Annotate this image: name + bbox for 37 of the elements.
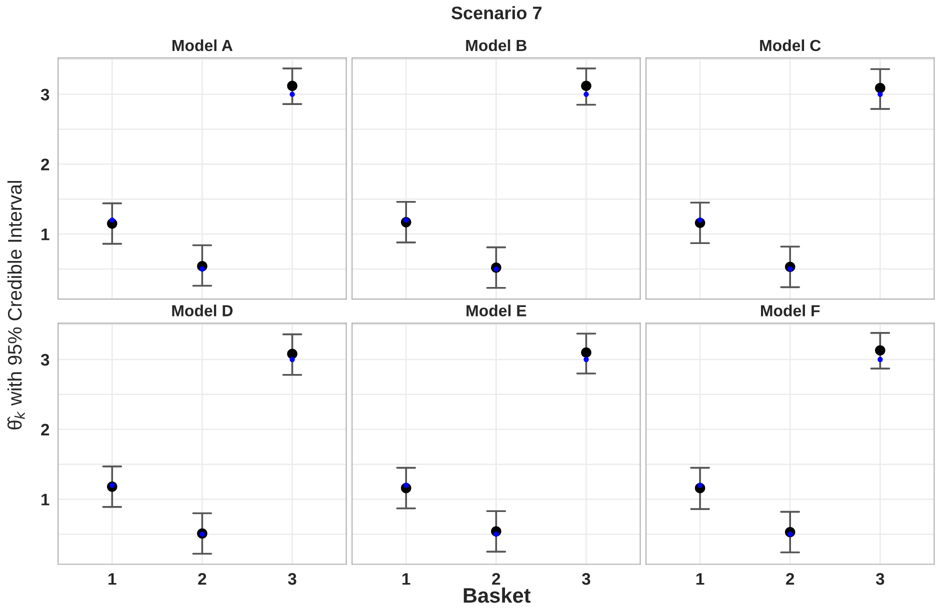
- y-tick-label: 2: [41, 158, 50, 170]
- x-tick-label: 3: [288, 573, 296, 585]
- chart-title: Model E: [466, 304, 526, 316]
- x-tick-label: 2: [492, 573, 500, 585]
- x-tick-label: 3: [582, 573, 590, 585]
- y-tick-label: 3: [40, 88, 50, 101]
- chart-title: Model A: [172, 39, 233, 52]
- point: [875, 82, 886, 94]
- x-tick-label: 2: [786, 573, 794, 585]
- text: Scenario 7: [451, 6, 542, 20]
- y-axis-title: θ̂$_{k}$ with 95% Credible Interval: [7, 181, 25, 430]
- point: [875, 345, 886, 356]
- chart-title: Model B: [466, 39, 526, 52]
- point: [878, 92, 883, 97]
- x-tick-label: 3: [876, 573, 884, 585]
- x-tick-label: 1: [696, 573, 704, 585]
- chart-title: Model F: [761, 304, 820, 316]
- y-tick-label: 3: [40, 354, 50, 366]
- x-tick-label: 2: [198, 573, 206, 585]
- y-tick-label: 1: [42, 494, 50, 506]
- point: [287, 80, 298, 92]
- point: [290, 356, 295, 362]
- chart-title: Model C: [760, 39, 821, 52]
- y-tick-label: 1: [42, 228, 50, 240]
- point: [581, 80, 592, 92]
- point: [878, 356, 883, 362]
- point: [494, 532, 499, 537]
- point: [581, 347, 592, 358]
- point: [290, 92, 295, 97]
- x-tick-label: 1: [402, 573, 410, 585]
- point: [110, 217, 115, 223]
- chart-title: Model D: [172, 304, 233, 316]
- x-tick-label: 1: [108, 573, 116, 585]
- x-axis-title: Basket: [464, 588, 531, 603]
- y-tick-label: 2: [41, 424, 50, 436]
- point: [584, 356, 589, 362]
- point: [584, 92, 589, 97]
